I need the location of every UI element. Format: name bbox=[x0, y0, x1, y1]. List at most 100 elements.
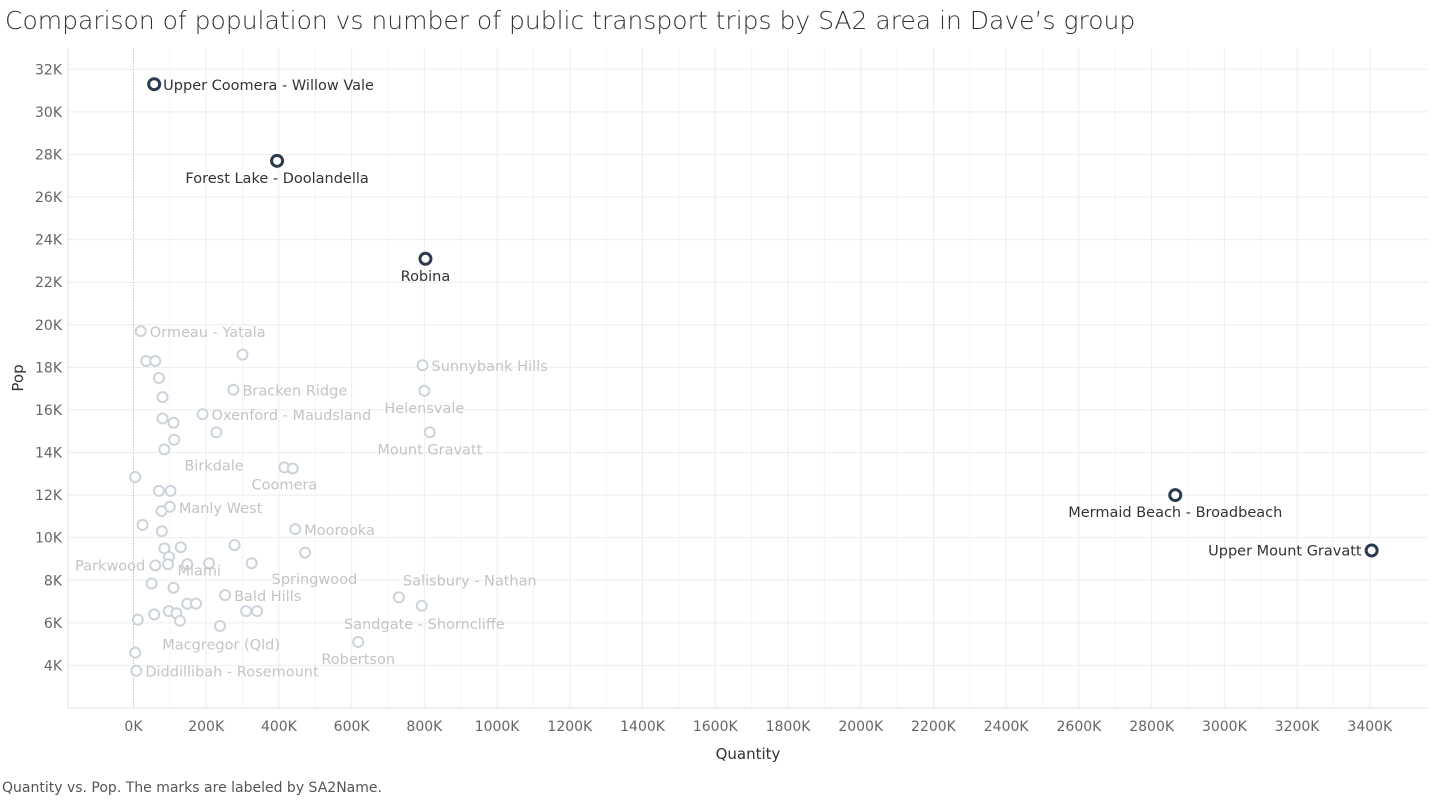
data-point-label: Parkwood bbox=[75, 558, 145, 574]
data-point-center bbox=[152, 82, 157, 87]
data-point-label: Manly West bbox=[179, 501, 263, 517]
data-point-label: Salisbury - Nathan bbox=[403, 573, 537, 589]
data-point-label: Ormeau - Yatala bbox=[150, 325, 266, 341]
data-point bbox=[190, 597, 202, 610]
faded-marks: Ormeau - Yatala Sunnybank Hills Bracken Ri… bbox=[75, 325, 548, 681]
x-tick-label: 200K bbox=[188, 719, 225, 735]
y-tick-label: 18K bbox=[35, 360, 63, 376]
data-point-label: Sandgate - Shorncliffe bbox=[344, 617, 505, 633]
data-point-center bbox=[423, 256, 428, 261]
data-point-label: Coomera bbox=[251, 477, 317, 493]
data-point bbox=[416, 359, 429, 372]
data-point bbox=[164, 484, 177, 497]
data-point bbox=[168, 433, 181, 446]
data-point-label: Robertson bbox=[321, 652, 395, 668]
data-point bbox=[251, 605, 264, 618]
data-point bbox=[219, 589, 232, 602]
data-point-highlighted bbox=[270, 153, 285, 168]
data-point bbox=[352, 636, 365, 648]
data-point bbox=[228, 539, 241, 552]
data-point bbox=[156, 391, 169, 404]
x-axis: 0K 200K 400K 600K 800K 1000K 1200K 1400K 1600K 18… bbox=[124, 719, 1393, 735]
x-tick-label: 3000K bbox=[1202, 719, 1248, 735]
x-tick-label: 1200K bbox=[547, 719, 593, 735]
data-point bbox=[286, 462, 299, 475]
data-point-label: Mount Gravatt bbox=[377, 442, 482, 458]
data-point-label: Moorooka bbox=[304, 523, 375, 539]
data-point bbox=[418, 384, 431, 397]
data-point bbox=[152, 372, 165, 384]
y-tick-label: 28K bbox=[35, 147, 63, 163]
data-point bbox=[423, 426, 436, 439]
data-point-label: Macgregor (Qld) bbox=[162, 638, 280, 654]
data-point bbox=[214, 620, 226, 633]
data-point-highlighted bbox=[418, 251, 433, 266]
data-point bbox=[167, 581, 180, 594]
x-tick-label: 1000K bbox=[475, 719, 521, 735]
data-point bbox=[129, 646, 142, 659]
data-point-center bbox=[275, 158, 280, 163]
data-point-label: Upper Coomera - Willow Vale bbox=[163, 78, 374, 94]
data-point-highlighted bbox=[147, 77, 162, 92]
data-point bbox=[134, 325, 147, 338]
data-point-label: Helensvale bbox=[384, 401, 464, 417]
data-point bbox=[392, 591, 405, 604]
x-tick-label: 0K bbox=[124, 719, 143, 735]
data-point bbox=[156, 412, 169, 425]
y-tick-label: 4K bbox=[44, 658, 63, 674]
grid-lines bbox=[67, 48, 1428, 709]
y-tick-label: 12K bbox=[35, 488, 63, 504]
data-point-label: Sunnybank Hills bbox=[432, 359, 548, 375]
data-point-label: Miami bbox=[177, 564, 221, 580]
data-point bbox=[130, 664, 143, 677]
x-tick-label: 2800K bbox=[1129, 719, 1175, 735]
data-point bbox=[162, 558, 174, 571]
data-point-label: Springwood bbox=[272, 572, 358, 588]
data-point bbox=[236, 348, 249, 361]
x-tick-label: 1400K bbox=[620, 719, 666, 735]
x-tick-label: 2600K bbox=[1057, 719, 1103, 735]
data-point-label: Birkdale bbox=[184, 458, 243, 474]
y-tick-label: 6K bbox=[44, 616, 63, 632]
data-point bbox=[152, 484, 165, 497]
data-point bbox=[174, 541, 187, 554]
x-tick-label: 400K bbox=[261, 719, 298, 735]
data-point bbox=[148, 608, 161, 621]
x-tick-label: 600K bbox=[334, 719, 371, 735]
data-point bbox=[289, 523, 302, 536]
data-point bbox=[210, 426, 223, 439]
y-tick-label: 32K bbox=[35, 62, 63, 78]
data-point bbox=[129, 471, 142, 483]
y-axis-title: Pop bbox=[9, 364, 27, 391]
data-point bbox=[155, 505, 168, 518]
data-point-label: Bald Hills bbox=[234, 589, 301, 605]
y-tick-label: 26K bbox=[35, 190, 63, 206]
data-point-center bbox=[1369, 548, 1374, 553]
y-axis: 4K 6K 8K 10K 12K 14K 16K 18K 20K 22K 24K 26K 28K 30K 3… bbox=[35, 62, 63, 674]
highlighted-marks: Upper Coomera - Willow Vale Forest Lake -… bbox=[147, 77, 1379, 559]
data-point-label: Forest Lake - Doolandella bbox=[185, 171, 368, 187]
y-tick-label: 24K bbox=[35, 233, 63, 249]
x-tick-label: 1600K bbox=[693, 719, 739, 735]
x-tick-label: 3200K bbox=[1275, 719, 1321, 735]
data-point-label: Mermaid Beach - Broadbeach bbox=[1068, 505, 1282, 521]
data-point bbox=[131, 613, 144, 626]
x-tick-label: 1800K bbox=[766, 719, 812, 735]
data-point bbox=[136, 518, 149, 531]
y-tick-label: 8K bbox=[44, 573, 63, 589]
data-point bbox=[149, 559, 162, 572]
data-point bbox=[227, 383, 240, 396]
data-point bbox=[196, 408, 209, 421]
y-tick-label: 30K bbox=[35, 105, 63, 121]
data-point-label: Diddillibah - Rosemount bbox=[145, 665, 319, 681]
data-point bbox=[240, 605, 253, 618]
data-point-center bbox=[1173, 493, 1178, 498]
x-axis-title: Quantity bbox=[716, 745, 781, 763]
data-point bbox=[149, 354, 162, 367]
x-tick-label: 800K bbox=[406, 719, 443, 735]
x-tick-label: 3400K bbox=[1347, 719, 1393, 735]
data-point bbox=[203, 557, 216, 570]
data-point bbox=[245, 557, 258, 570]
chart-title: Comparison of population vs number of pu… bbox=[5, 6, 1136, 35]
